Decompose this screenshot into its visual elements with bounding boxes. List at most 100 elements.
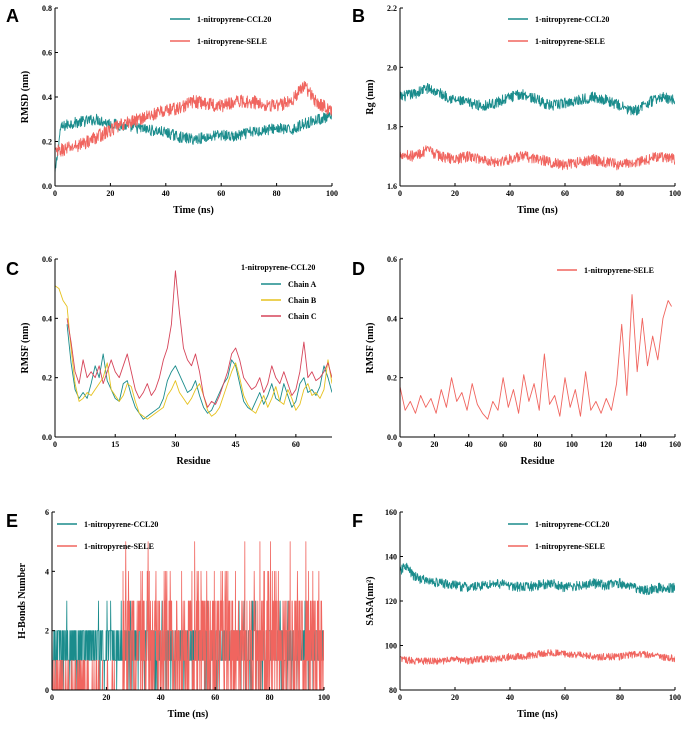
- x-tick-label: 80: [616, 693, 624, 702]
- plot-area: [400, 82, 675, 171]
- x-tick-label: 100: [566, 440, 578, 449]
- x-tick-label: 0: [53, 440, 57, 449]
- x-tick-label: 60: [292, 440, 300, 449]
- y-axis-title: H-Bonds Number: [17, 563, 28, 639]
- panel-letter: C: [6, 259, 19, 279]
- x-tick-label: 20: [451, 693, 459, 702]
- series-line-1-nitropyrene-sele: [400, 649, 675, 665]
- y-tick-label: 0.6: [42, 255, 52, 264]
- y-tick-label: 2.0: [387, 63, 397, 72]
- legend-label: 1-nitropyrene-SELE: [84, 542, 154, 551]
- x-tick-label: 15: [111, 440, 119, 449]
- x-axis-title: Time (ns): [168, 709, 209, 720]
- legend-label: 1-nitropyrene-SELE: [535, 37, 605, 46]
- x-axis-title: Time (ns): [517, 205, 558, 216]
- y-tick-label: 100: [385, 642, 397, 651]
- x-tick-label: 60: [211, 693, 219, 702]
- x-tick-label: 30: [171, 440, 179, 449]
- x-axis-title: Residue: [521, 456, 555, 467]
- panel-a: A 0 20 40 60 80 100 0.0 0.2 0.4 0.6 0.8 Time (ns) RMS…: [6, 4, 338, 216]
- x-tick-label: 40: [465, 440, 473, 449]
- x-axis-title: Time (ns): [517, 709, 558, 720]
- x-tick-label: 20: [451, 189, 459, 198]
- series-line-1-nitropyrene-sele: [400, 294, 672, 420]
- plot-area: [55, 80, 332, 174]
- panel-c: C 0 15 30 45 60 0.0 0.2 0.4 0.6 Residue RMSF (nm) 1-…: [6, 255, 332, 467]
- x-tick-label: 100: [669, 189, 681, 198]
- series-line-1-nitropyrene-ccl20: [400, 562, 675, 596]
- legend-label: 1-nitropyrene-SELE: [197, 37, 267, 46]
- x-tick-label: 80: [266, 693, 274, 702]
- y-axis-title: Rg (nm): [365, 79, 376, 114]
- panel-letter: F: [352, 511, 363, 531]
- x-tick-label: 40: [506, 693, 514, 702]
- x-tick-label: 100: [326, 189, 338, 198]
- series-line-1-nitropyrene-ccl20: [400, 82, 675, 116]
- y-axis-title: RMSF (nm): [20, 322, 31, 373]
- x-tick-label: 20: [430, 440, 438, 449]
- x-tick-label: 0: [50, 693, 54, 702]
- y-tick-label: 0.2: [42, 374, 52, 383]
- series-line-1-nitropyrene-sele: [52, 541, 324, 690]
- x-tick-label: 160: [669, 440, 681, 449]
- y-tick-label: 0.4: [42, 314, 52, 323]
- legend: 1-nitropyrene-CCL20 1-nitropyrene-SELE: [170, 15, 271, 46]
- panel-f: F 0 20 40 60 80 100 80 100 120 140 160 Time (ns) SASA…: [352, 508, 681, 720]
- x-tick-label: 80: [534, 440, 542, 449]
- y-tick-label: 120: [385, 597, 397, 606]
- legend-label: Chain A: [288, 280, 316, 289]
- panel-letter: A: [6, 6, 19, 26]
- y-tick-label: 140: [385, 553, 397, 562]
- panel-letter: E: [6, 511, 18, 531]
- y-tick-label: 0.4: [42, 93, 52, 102]
- plot-area: [55, 270, 332, 420]
- legend-title: 1-nitropyrene-CCL20: [241, 263, 315, 272]
- x-tick-label: 0: [53, 189, 57, 198]
- x-tick-label: 140: [635, 440, 647, 449]
- y-tick-label: 0: [45, 686, 49, 695]
- series-line-chain-b: [55, 285, 332, 420]
- x-tick-label: 20: [106, 189, 114, 198]
- series-line-1-nitropyrene-sele: [400, 145, 675, 171]
- x-tick-label: 40: [506, 189, 514, 198]
- x-tick-label: 120: [600, 440, 612, 449]
- x-tick-label: 100: [669, 693, 681, 702]
- x-tick-label: 60: [499, 440, 507, 449]
- legend-label: 1-nitropyrene-SELE: [584, 266, 654, 275]
- y-tick-label: 0.8: [42, 4, 52, 13]
- y-axis-title: RMSF (nm): [365, 322, 376, 373]
- x-tick-label: 40: [162, 189, 170, 198]
- y-tick-label: 0.2: [387, 374, 397, 383]
- x-axis-title: Time (ns): [173, 205, 214, 216]
- x-tick-label: 60: [217, 189, 225, 198]
- x-tick-label: 60: [561, 189, 569, 198]
- x-axis-title: Residue: [177, 456, 211, 467]
- y-tick-label: 0.0: [42, 433, 52, 442]
- legend-label: 1-nitropyrene-CCL20: [84, 520, 158, 529]
- y-tick-label: 0.6: [42, 49, 52, 58]
- legend-label: Chain B: [288, 296, 317, 305]
- x-tick-label: 80: [273, 189, 281, 198]
- series-line-chain-c: [66, 270, 332, 408]
- y-tick-label: 0.6: [387, 255, 397, 264]
- x-tick-label: 40: [157, 693, 165, 702]
- legend: 1-nitropyrene-SELE: [557, 266, 654, 275]
- y-tick-label: 2.2: [387, 4, 397, 13]
- y-tick-label: 4: [45, 567, 49, 576]
- y-tick-label: 0.4: [387, 314, 397, 323]
- legend-label: Chain C: [288, 312, 317, 321]
- x-tick-label: 0: [398, 189, 402, 198]
- panel-e: E 0 20 40 60 80 100 0 2 4 6 Time (ns) H-Bonds Number…: [6, 508, 330, 720]
- plot-area: [52, 541, 324, 690]
- legend-label: 1-nitropyrene-CCL20: [197, 15, 271, 24]
- legend-label: 1-nitropyrene-CCL20: [535, 520, 609, 529]
- x-tick-label: 0: [398, 693, 402, 702]
- y-tick-label: 2: [45, 627, 49, 636]
- y-tick-label: 1.6: [387, 182, 397, 191]
- x-tick-label: 60: [561, 693, 569, 702]
- legend: 1-nitropyrene-CCL20 1-nitropyrene-SELE: [508, 15, 609, 46]
- legend-label: 1-nitropyrene-CCL20: [535, 15, 609, 24]
- series-line-1-nitropyrene-sele: [55, 80, 332, 157]
- panel-letter: B: [352, 6, 365, 26]
